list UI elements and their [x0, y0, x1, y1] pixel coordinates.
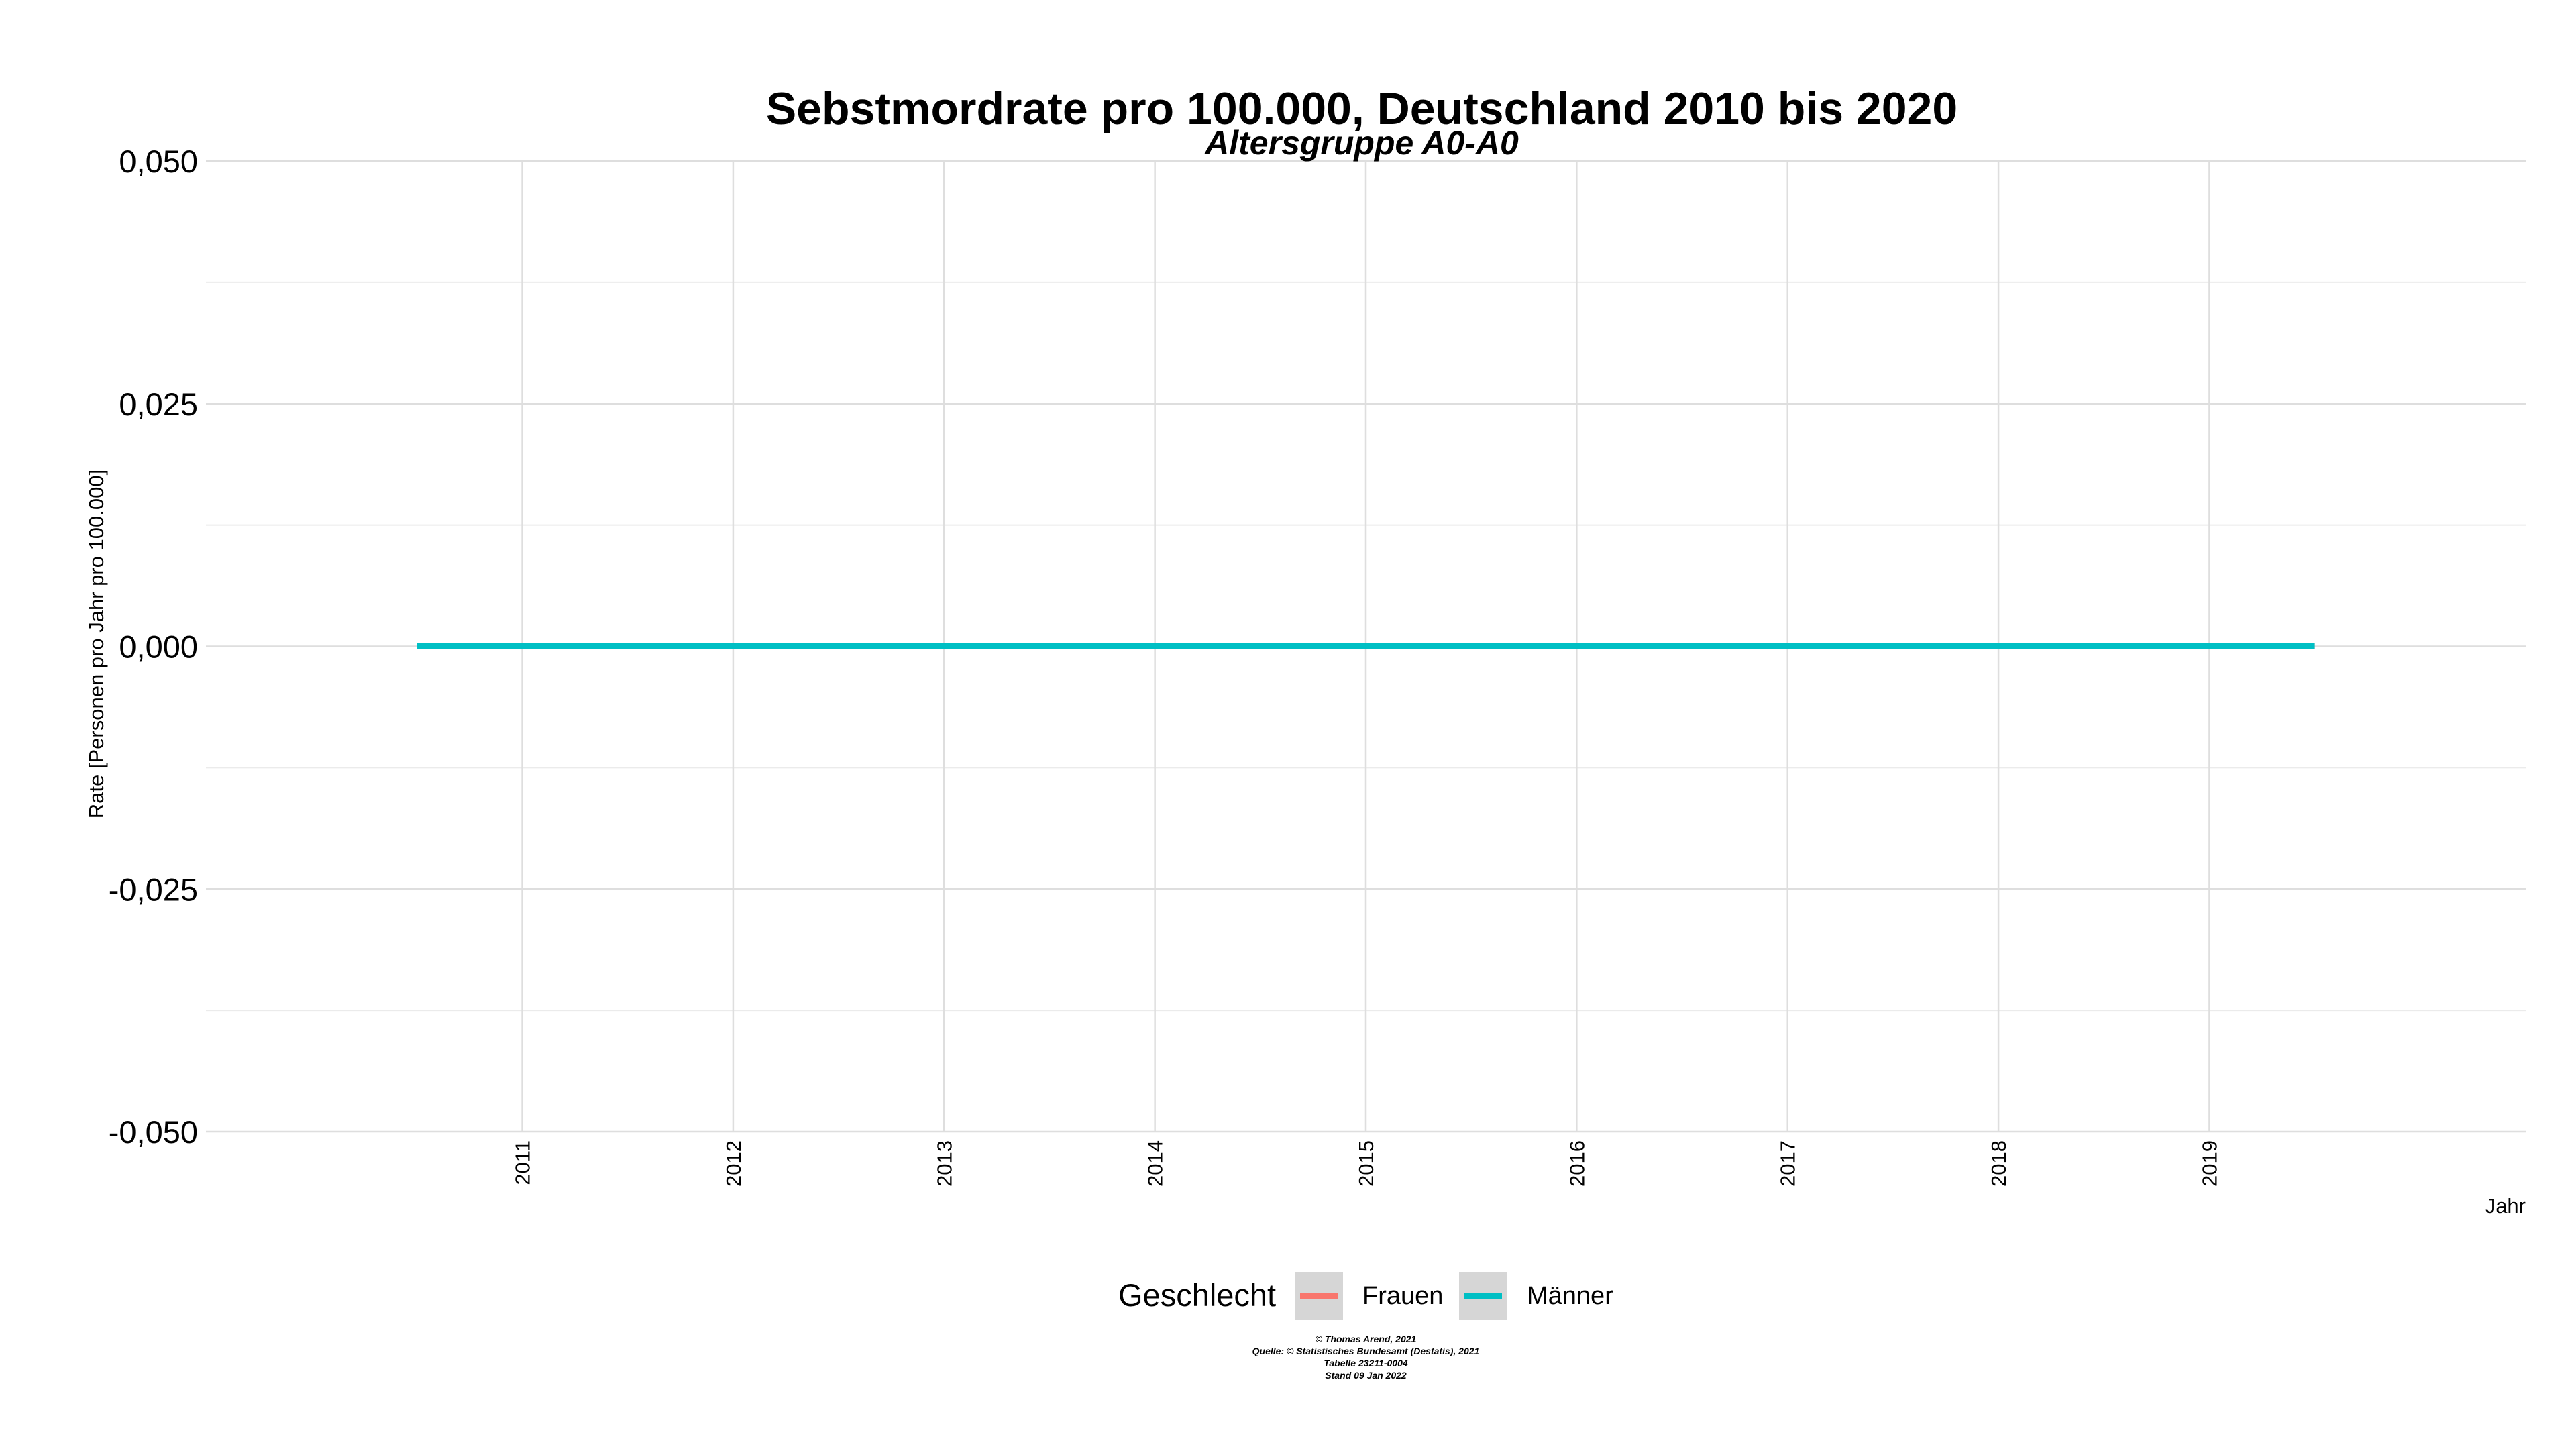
y-tick-label: 0,050	[119, 144, 198, 179]
caption: © Thomas Arend, 2021 Quelle: © Statistis…	[1252, 1334, 1480, 1381]
axes: Sebstmordrate pro 100.000, Deutschland 2…	[85, 83, 2526, 1218]
x-tick-label: 2018	[1987, 1140, 2010, 1187]
x-tick-label: 2019	[2198, 1140, 2221, 1187]
x-axis-label: Jahr	[2485, 1194, 2526, 1218]
x-tick-label: 2016	[1565, 1140, 1589, 1187]
caption-line: © Thomas Arend, 2021	[1316, 1334, 1417, 1344]
chart-title: Sebstmordrate pro 100.000, Deutschland 2…	[766, 83, 1957, 134]
x-tick-label: 2011	[511, 1140, 535, 1185]
x-tick-label: 2015	[1354, 1140, 1378, 1187]
y-tick-label: -0,025	[109, 871, 198, 907]
legend-label: Frauen	[1362, 1282, 1443, 1310]
y-tick-label: 0,025	[119, 386, 198, 422]
caption-line: Stand 09 Jan 2022	[1325, 1370, 1407, 1381]
y-tick-label: 0,000	[119, 629, 198, 665]
x-tick-label: 2012	[722, 1140, 745, 1187]
legend: Geschlecht Frauen Männer	[1118, 1272, 1613, 1320]
y-axis-label: Rate [Personen pro Jahr pro 100.000]	[85, 470, 108, 818]
caption-line: Tabelle 23211-0004	[1324, 1358, 1408, 1368]
x-tick-label: 2013	[932, 1140, 956, 1187]
x-tick-label: 2017	[1776, 1140, 1800, 1187]
x-tick-label: 2014	[1144, 1140, 1167, 1187]
chart-subtitle: Altersgruppe A0-A0	[1203, 124, 1519, 162]
caption-line: Quelle: © Statistisches Bundesamt (Desta…	[1252, 1346, 1480, 1356]
legend-title: Geschlecht	[1118, 1277, 1276, 1313]
y-tick-label: -0,050	[109, 1114, 198, 1150]
legend-label: Männer	[1527, 1282, 1613, 1310]
